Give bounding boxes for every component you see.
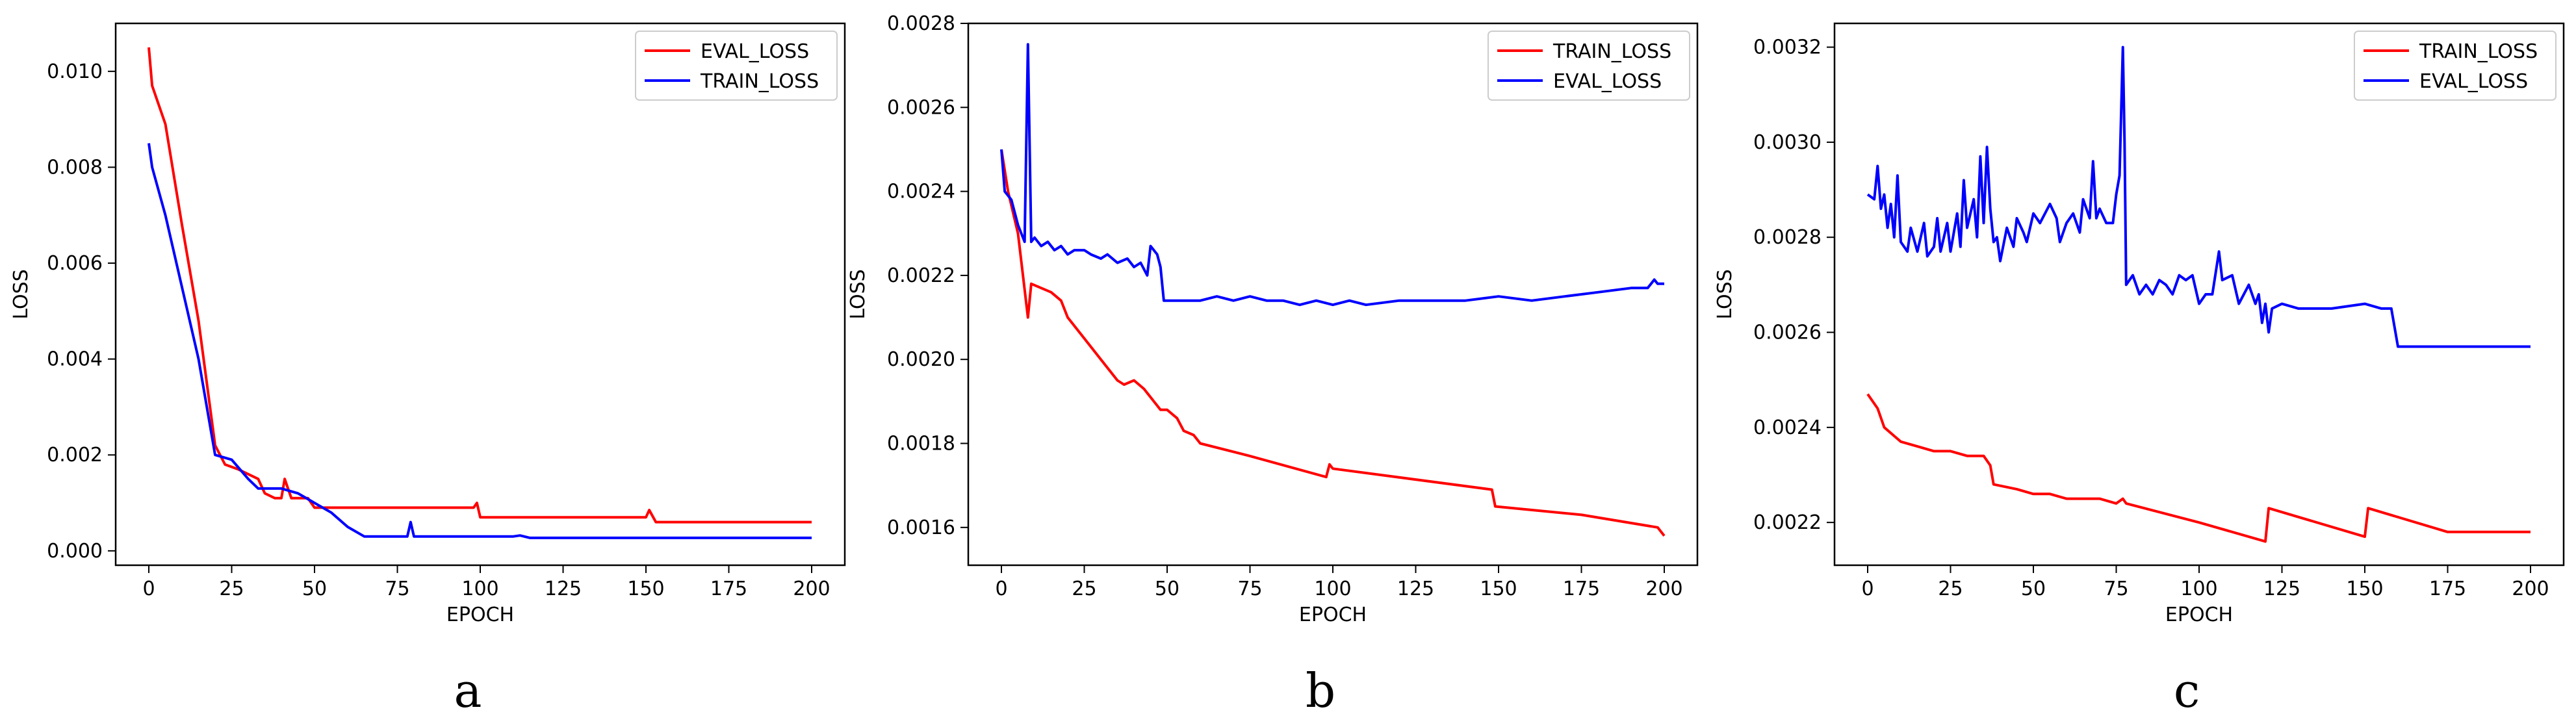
legend: TRAIN_LOSS EVAL_LOSS (1488, 31, 1690, 101)
plot-frame (114, 22, 846, 567)
legend: EVAL_LOSS TRAIN_LOSS (635, 31, 838, 101)
x-tick-label: 0 (1861, 578, 1874, 600)
x-tick-label: 200 (793, 578, 830, 600)
series-line-eval-loss (148, 47, 812, 524)
legend-label: EVAL_LOSS (1553, 70, 1662, 93)
legend: TRAIN_LOSS EVAL_LOSS (2354, 31, 2557, 101)
x-tick-label: 75 (1237, 578, 1262, 600)
x-tick-label: 100 (1314, 578, 1351, 600)
x-tick-label: 125 (2263, 578, 2300, 600)
x-axis-label: EPOCH (446, 604, 514, 626)
y-axis-label: LOSS (1714, 269, 1736, 319)
y-tick-label: 0.0022 (887, 264, 955, 287)
chart-panel-b: 0 25 50 75 100 125 150 175 200 0.0016 0.0018 0.0020… (847, 12, 1699, 718)
panel-caption: c (2174, 663, 2200, 718)
plot-frame (1833, 22, 2565, 567)
y-tick-label: 0.000 (47, 540, 103, 563)
x-tick-label: 125 (1397, 578, 1434, 600)
x-tick-label: 25 (1938, 578, 1963, 600)
x-tick-label: 100 (461, 578, 498, 600)
panel-caption: b (1306, 663, 1335, 718)
legend-label: TRAIN_LOSS (700, 70, 819, 93)
x-tick-label: 200 (1645, 578, 1682, 600)
x-tick-label: 100 (2180, 578, 2217, 600)
x-tick-label: 50 (2021, 578, 2046, 600)
y-tick-label: 0.002 (47, 444, 103, 466)
series-line-eval-loss (1000, 43, 1664, 307)
y-tick-label: 0.0028 (887, 12, 955, 35)
x-tick-label: 150 (627, 578, 664, 600)
y-tick-label: 0.004 (47, 348, 103, 371)
x-tick-label: 150 (1480, 578, 1517, 600)
legend-label: EVAL_LOSS (701, 40, 809, 63)
x-tick-label: 50 (302, 578, 327, 600)
x-tick-label: 50 (1155, 578, 1179, 600)
x-tick-label: 0 (142, 578, 155, 600)
y-tick-label: 0.006 (47, 252, 103, 275)
y-tick-label: 0.010 (47, 60, 103, 83)
y-tick-label: 0.0026 (887, 96, 955, 119)
chart-panel-c: 0 25 50 75 100 125 150 175 200 0.0022 0.0024 0.0026… (1714, 22, 2565, 718)
series-line-train-loss (148, 143, 812, 539)
y-tick-label: 0.0020 (887, 348, 955, 371)
x-tick-label: 75 (2104, 578, 2128, 600)
y-axis-label: LOSS (10, 269, 32, 319)
x-tick-label: 25 (219, 578, 244, 600)
y-tick-label: 0.0032 (1753, 36, 1822, 59)
x-axis-label: EPOCH (1299, 604, 1367, 626)
legend-box (635, 31, 838, 101)
x-tick-label: 175 (710, 578, 747, 600)
x-tick-label: 200 (2512, 578, 2549, 600)
x-tick-label: 125 (545, 578, 582, 600)
x-tick-label: 25 (1072, 578, 1096, 600)
x-axis-label: EPOCH (2165, 604, 2233, 626)
legend-label: EVAL_LOSS (2419, 70, 2528, 93)
series-line-eval-loss (1866, 45, 2531, 348)
series-line-train-loss (1866, 393, 2531, 543)
legend-box (2354, 31, 2557, 101)
legend-label: TRAIN_LOSS (2419, 40, 2538, 63)
y-tick-label: 0.0024 (1753, 416, 1822, 439)
y-tick-label: 0.0024 (887, 181, 955, 203)
x-tick-label: 150 (2346, 578, 2383, 600)
x-tick-label: 0 (995, 578, 1007, 600)
y-tick-label: 0.0026 (1753, 322, 1822, 344)
panel-caption: a (454, 663, 482, 718)
series-line-train-loss (1000, 149, 1666, 537)
x-tick-label: 175 (1563, 578, 1600, 600)
y-tick-label: 0.0022 (1753, 511, 1822, 534)
chart-panel-a: 0 25 50 75 100 125 150 175 200 0.000 0.002 0.004 0.0… (10, 22, 846, 718)
y-tick-label: 0.0030 (1753, 131, 1822, 154)
legend-box (1488, 31, 1690, 101)
legend-label: TRAIN_LOSS (1552, 40, 1671, 63)
y-tick-label: 0.0028 (1753, 226, 1822, 249)
y-tick-label: 0.0016 (887, 517, 955, 539)
y-axis-label: LOSS (847, 269, 869, 319)
x-tick-label: 75 (385, 578, 409, 600)
x-tick-label: 175 (2429, 578, 2466, 600)
y-tick-label: 0.008 (47, 156, 103, 179)
y-tick-label: 0.0018 (887, 433, 955, 455)
